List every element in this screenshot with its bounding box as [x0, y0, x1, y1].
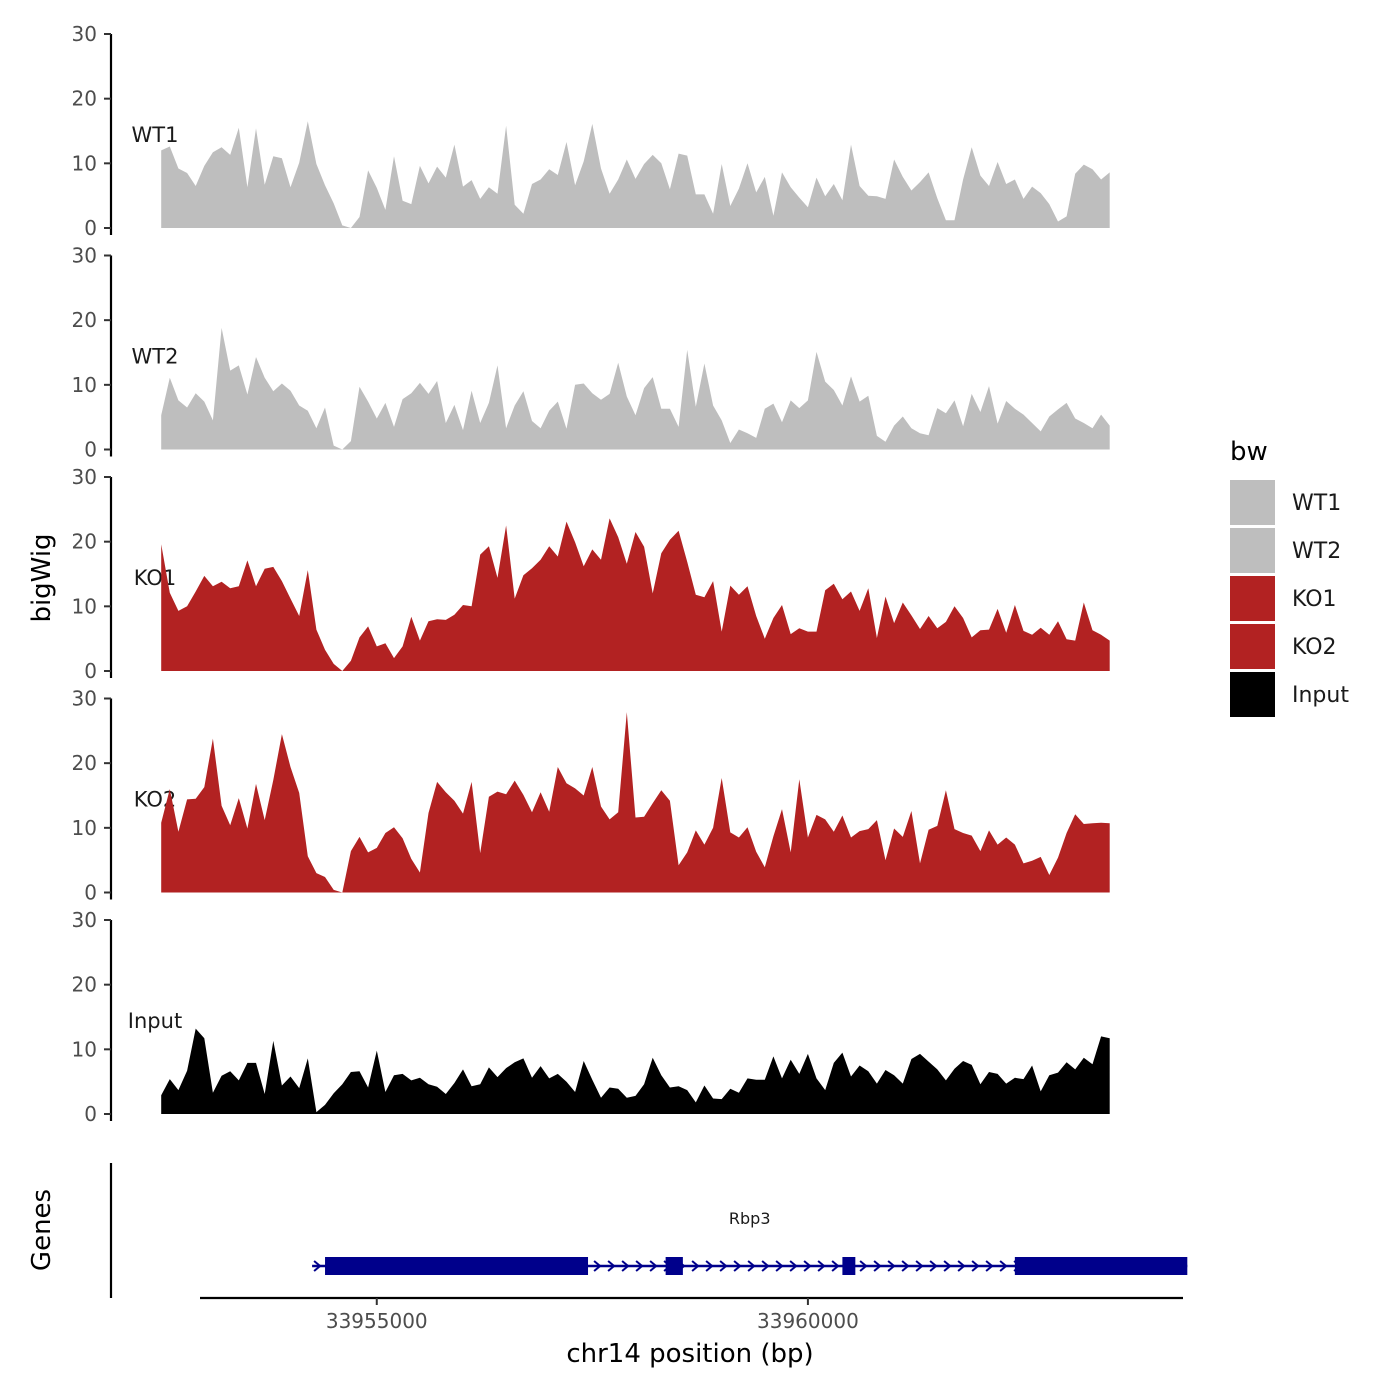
y-tick-label: 20 [72, 973, 97, 997]
strand-arrow [803, 1260, 812, 1272]
coverage-area-wt1 [161, 121, 1110, 228]
strand-arrow [719, 1260, 728, 1272]
strand-arrow [789, 1260, 798, 1272]
gene-exon [665, 1257, 683, 1275]
strand-arrow [859, 1260, 868, 1272]
strand-arrow [915, 1260, 924, 1272]
gene-exon [842, 1257, 856, 1275]
y-tick-label: 10 [72, 816, 97, 840]
legend-swatch-ko2 [1230, 624, 1275, 669]
strand-arrow [971, 1260, 980, 1272]
strand-arrow [817, 1260, 826, 1272]
track-ko1: 0 10 20 30 KO1 [72, 465, 1110, 683]
y-axis-title: bigWig [27, 533, 57, 622]
coverage-area-input [161, 1028, 1110, 1114]
y-tick-label: 10 [72, 594, 97, 618]
legend-title: bw [1230, 437, 1268, 467]
strand-arrow [957, 1260, 966, 1272]
y-tick-label: 30 [72, 908, 97, 932]
y-tick-label: 0 [84, 438, 97, 462]
x-axis: 33955000 33960000 [200, 1296, 1183, 1333]
x-axis-title: chr14 position (bp) [566, 1339, 813, 1369]
y-tick-label: 20 [72, 751, 97, 775]
legend-swatch-wt1 [1230, 480, 1275, 525]
gene-name-label: Rbp3 [729, 1209, 771, 1228]
gene-panel: Rbp3 [109, 1163, 1188, 1298]
legend-label-ko2: KO2 [1292, 635, 1337, 660]
legend-swatch-wt2 [1230, 528, 1275, 573]
y-tick-label: 10 [72, 1037, 97, 1061]
strand-arrow [985, 1260, 994, 1272]
y-tick-label: 20 [72, 87, 97, 111]
legend: bw WT1 WT2 KO1 KO2 Input [1230, 437, 1349, 717]
y-tick-label: 0 [84, 1102, 97, 1126]
strand-arrow [593, 1260, 602, 1272]
y-tick-label: 20 [72, 308, 97, 332]
strand-arrow [761, 1260, 770, 1272]
strand-arrow [313, 1260, 322, 1272]
strand-arrow [775, 1260, 784, 1272]
x-tick-label: 33960000 [757, 1309, 859, 1333]
track-label-input: Input [128, 1009, 182, 1033]
x-tick-label: 33955000 [326, 1309, 428, 1333]
track-label-ko1: KO1 [134, 566, 177, 590]
gene-model [312, 1257, 1188, 1275]
y-tick-label: 30 [72, 687, 97, 711]
coverage-area-ko2 [161, 712, 1110, 893]
y-tick-label: 10 [72, 373, 97, 397]
strand-arrow [943, 1260, 952, 1272]
strand-arrow [607, 1260, 616, 1272]
y-tick-label: 0 [84, 881, 97, 905]
track-wt2: 0 10 20 30 WT2 [72, 244, 1110, 462]
genes-axis-title: Genes [27, 1189, 57, 1271]
strand-arrow [621, 1260, 630, 1272]
legend-swatch-ko1 [1230, 576, 1275, 621]
strand-arrow [691, 1260, 700, 1272]
strand-arrow [635, 1260, 644, 1272]
legend-label-input: Input [1292, 683, 1349, 708]
strand-arrow [887, 1260, 896, 1272]
gene-exon [1014, 1257, 1188, 1275]
gene-exon [325, 1257, 589, 1275]
track-label-wt2: WT2 [132, 345, 179, 369]
strand-arrow [649, 1260, 658, 1272]
y-tick-label: 30 [72, 22, 97, 46]
strand-arrow [747, 1260, 756, 1272]
y-tick-label: 30 [72, 244, 97, 268]
strand-arrow [901, 1260, 910, 1272]
track-wt1: 0 10 20 30 WT1 [72, 22, 1110, 240]
coverage-area-wt2 [161, 327, 1110, 450]
y-tick-label: 30 [72, 465, 97, 489]
strand-arrow [705, 1260, 714, 1272]
y-tick-label: 0 [84, 216, 97, 240]
legend-label-wt1: WT1 [1292, 491, 1341, 516]
bigwig-tracks: 0102030WT10102030WT20102030KO10102030KO2… [72, 22, 1110, 1126]
strand-arrow [929, 1260, 938, 1272]
legend-label-wt2: WT2 [1292, 539, 1341, 564]
y-tick-label: 10 [72, 151, 97, 175]
track-label-wt1: WT1 [132, 123, 179, 147]
legend-label-ko1: KO1 [1292, 587, 1337, 612]
track-input: 0 10 20 30 Input [72, 908, 1110, 1126]
y-tick-label: 20 [72, 530, 97, 554]
y-tick-label: 0 [84, 659, 97, 683]
strand-arrow [999, 1260, 1008, 1272]
strand-arrow [873, 1260, 882, 1272]
strand-arrow [831, 1260, 840, 1272]
legend-swatch-input [1230, 672, 1275, 717]
strand-arrow [733, 1260, 742, 1272]
coverage-area-ko1 [161, 518, 1110, 671]
